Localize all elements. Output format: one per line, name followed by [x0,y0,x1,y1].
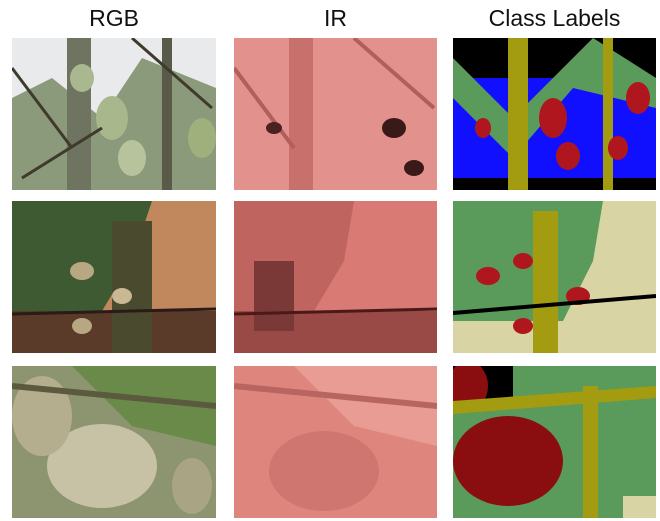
header-ir: IR [324,5,347,31]
ir-image-row-3 [234,366,437,518]
header-rgb: RGB [89,5,139,31]
ir-image-row-1 [234,38,437,190]
label-image-row-1 [453,38,656,190]
ir-image-row-2 [234,201,437,353]
rgb-image-row-2 [12,201,216,353]
rgb-image-row-1 [12,38,216,190]
label-image-row-3 [453,366,656,518]
rgb-image-row-3 [12,366,216,518]
header-class-labels: Class Labels [488,5,621,31]
label-image-row-2 [453,201,656,353]
